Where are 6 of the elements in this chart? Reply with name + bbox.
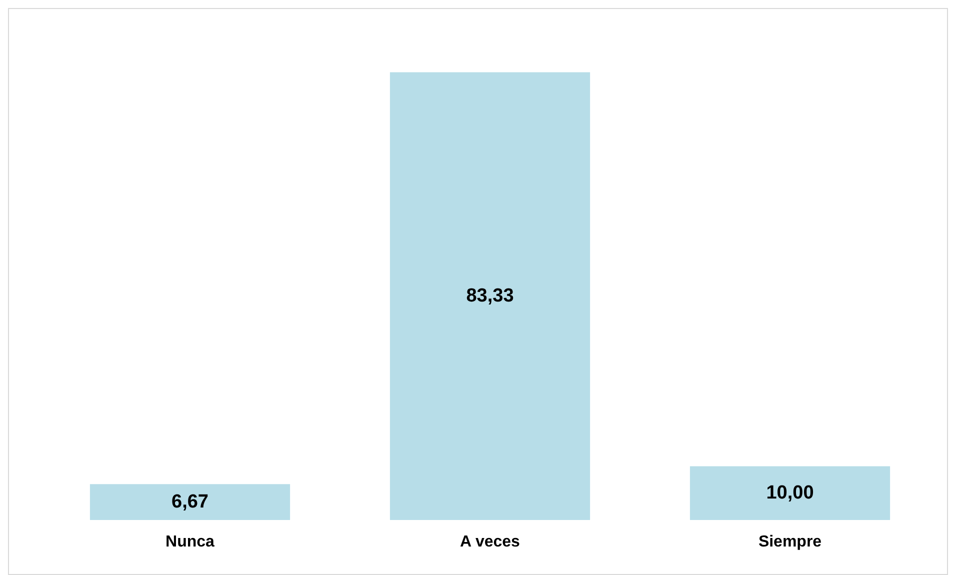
data-label: 83,33 xyxy=(466,286,514,307)
data-label: 10,00 xyxy=(766,482,814,504)
x-tick-label: Nunca xyxy=(166,534,215,550)
x-tick-label: Siempre xyxy=(758,534,822,550)
data-label: 6,67 xyxy=(172,492,208,513)
x-tick-label: A veces xyxy=(460,534,520,550)
